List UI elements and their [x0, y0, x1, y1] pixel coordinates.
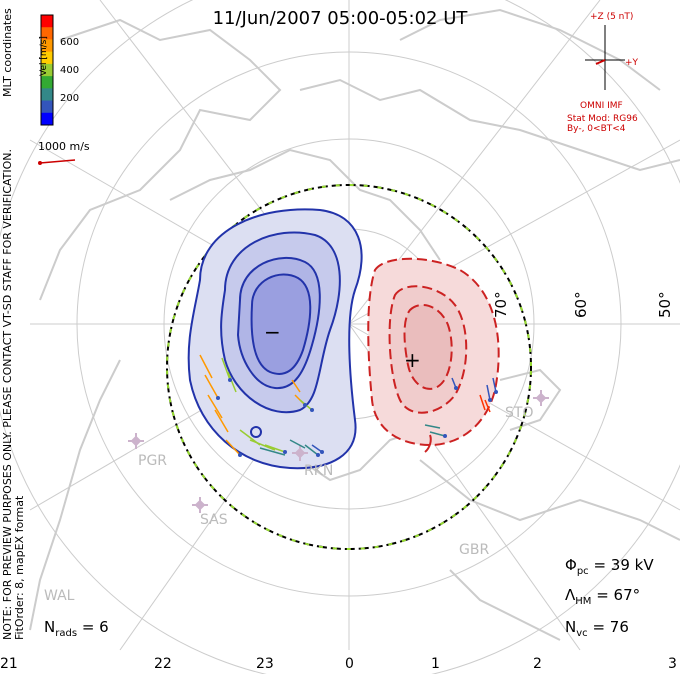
- nrads-stat: Nrads = 6: [44, 618, 109, 639]
- colorbar-tick-200: 200: [60, 93, 80, 104]
- latitude-label-70: 70°: [492, 291, 510, 318]
- radar-label-rkn: RKN: [304, 463, 334, 479]
- radar-label-pgr: PGR: [138, 453, 168, 469]
- imf-model: Stat Mod: RG96: [567, 114, 638, 124]
- map-title: 11/Jun/2007 05:00-05:02 UT: [212, 8, 468, 29]
- colorbar-swatch: [41, 112, 53, 126]
- radar-label-gbr: GBR: [459, 542, 490, 558]
- radar-label-sas: SAS: [200, 512, 228, 528]
- positive-potential-cell: [367, 257, 500, 453]
- mlt-label-1: 1: [431, 656, 440, 672]
- velocity-scale-label: 1000 m/s: [38, 140, 90, 153]
- latitude-label-50: 50°: [656, 291, 674, 318]
- imf-plus-z: +Z (5 nT): [590, 12, 634, 22]
- mlt-label-22: 22: [154, 656, 172, 672]
- velocity-colorbar: [40, 14, 54, 126]
- mlt-label-3: 3: [668, 656, 677, 672]
- mlt-label-23: 23: [256, 656, 274, 672]
- mlt-label-21: 21: [0, 656, 18, 672]
- colorbar-frame: [40, 14, 54, 126]
- colorbar-tick-600: 600: [60, 37, 80, 48]
- imf-clock: [585, 25, 625, 90]
- colorbar-swatch: [41, 100, 53, 114]
- colorbar-swatch: [41, 76, 53, 89]
- potential-max-marker: +: [404, 348, 421, 372]
- nvc-stat: Nvc = 76: [565, 618, 629, 639]
- radar-sites: [128, 390, 549, 513]
- potential-min-marker: −: [264, 320, 281, 344]
- mlt-grid: [29, 0, 680, 651]
- lambda-hm-stat: ΛHM = 67°: [565, 586, 641, 607]
- velocity-vectors: [199, 354, 498, 457]
- coord-label: MLT coordinates: [1, 8, 14, 97]
- imf-condition: By-, 0<BT<4: [567, 124, 626, 134]
- colorbar-label: Vel [m/s]: [39, 36, 49, 76]
- mlt-label-0: 0: [345, 656, 354, 672]
- colorbar-swatch: [41, 27, 53, 40]
- imf-source: OMNI IMF: [580, 101, 623, 111]
- phi-pc-stat: Φpc = 39 kV: [565, 556, 654, 577]
- hm-boundary-green: [166, 184, 532, 550]
- fit-order-note: FitOrder: 8, mapEX format: [13, 495, 26, 640]
- mlt-label-2: 2: [533, 656, 542, 672]
- latitude-label-60: 60°: [572, 291, 590, 318]
- imf-plus-y: +Y: [625, 58, 639, 68]
- colorbar-tick-400: 400: [60, 65, 80, 76]
- radar-label-wal: WAL: [44, 588, 75, 604]
- colorbar-swatch: [41, 39, 53, 53]
- colorbar-swatch: [41, 88, 53, 102]
- colorbar-swatch: [41, 63, 53, 77]
- velocity-scale-arrow: [39, 159, 76, 164]
- colorbar-swatch: [41, 15, 53, 28]
- radar-label-sto: STO: [505, 405, 534, 421]
- colorbar-swatch: [41, 51, 53, 65]
- negative-potential-cell: [187, 208, 363, 470]
